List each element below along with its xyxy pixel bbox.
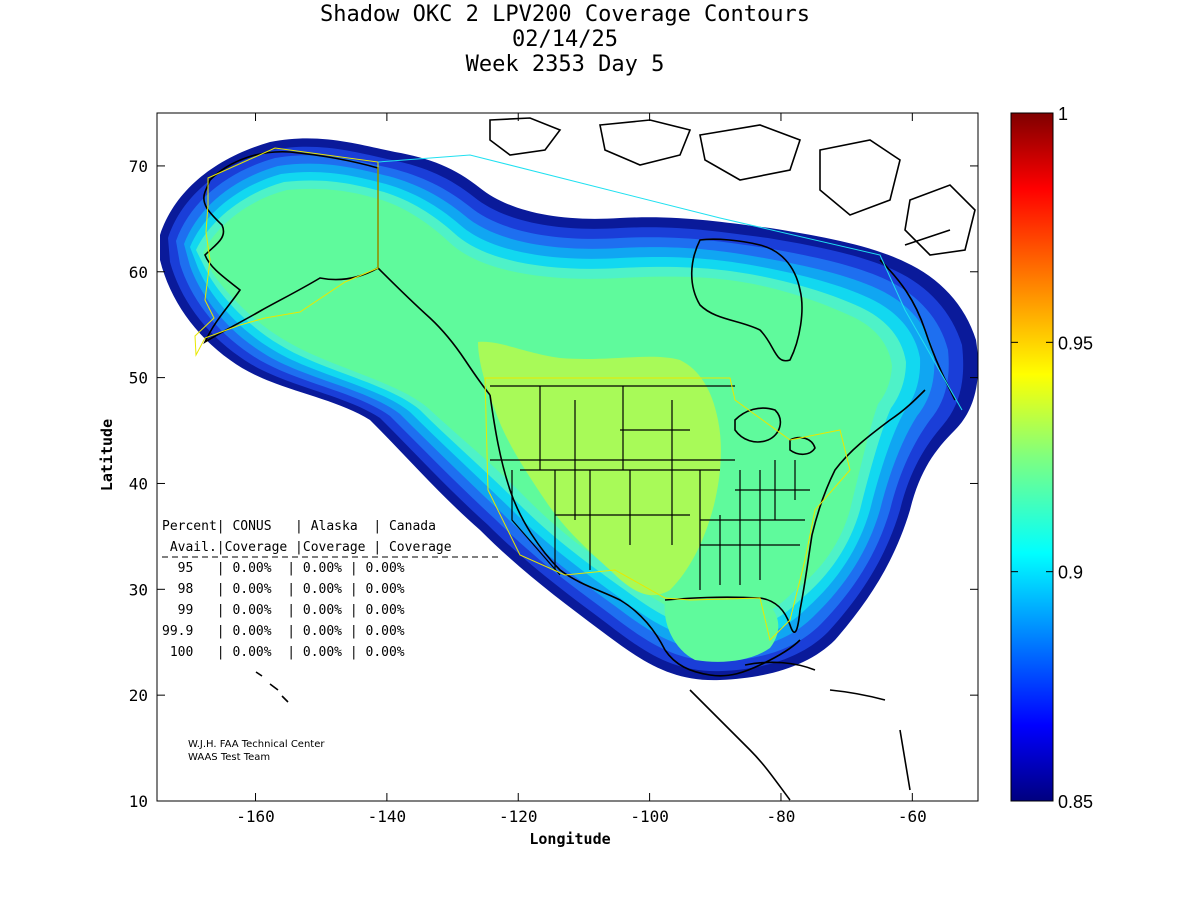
y-tick-label: 10 (129, 792, 148, 811)
y-tick-label: 60 (129, 263, 148, 282)
chart-date: 02/14/25 (512, 27, 618, 52)
y-tick-label: 30 (129, 580, 148, 599)
state-borders (490, 385, 810, 590)
y-axis-label: Latitude (98, 419, 116, 491)
credit-line-1: W.J.H. FAA Technical Center (188, 739, 325, 750)
colorbar-tick-label: 0.95 (1058, 333, 1093, 353)
x-axis: -160 -140 -120 -100 -80 -60 (236, 113, 927, 826)
service-area-outlines (194, 147, 963, 641)
arctic-islands (489, 117, 976, 256)
coverage-band-0.93-south (664, 597, 779, 662)
hawaii (255, 671, 289, 703)
table-row: 99.9 | 0.00% | 0.00% | 0.00% (162, 624, 405, 639)
canada-outline (377, 154, 963, 411)
colorbar-ticks: 0.85 0.9 0.95 1 (1011, 104, 1093, 812)
x-tick-label: -120 (499, 807, 538, 826)
coverage-table: Percent| CONUS | Alaska | Canada Avail.|… (162, 519, 498, 660)
table-row: 100 | 0.00% | 0.00% | 0.00% (162, 645, 405, 660)
x-tick-label: -140 (368, 807, 407, 826)
canada-west-coast (377, 267, 491, 396)
hudson-bay (690, 238, 803, 362)
table-row: 95 | 0.00% | 0.00% | 0.00% (162, 561, 405, 576)
table-header-2: Avail.|Coverage |Coverage | Coverage (162, 540, 452, 555)
coverage-band-0.93 (478, 341, 721, 596)
x-tick-label: -160 (236, 807, 275, 826)
y-tick-label: 50 (129, 369, 148, 388)
central-america (689, 689, 791, 801)
y-axis: 10 20 30 40 50 60 70 (129, 157, 978, 811)
conus-outline (484, 377, 851, 641)
colorbar-tick-label: 0.85 (1058, 792, 1093, 812)
alaska-outline (194, 147, 379, 357)
gulf-coast (664, 596, 801, 633)
y-tick-label: 20 (129, 686, 148, 705)
table-row: 98 | 0.00% | 0.00% | 0.00% (162, 582, 405, 597)
x-tick-label: -60 (898, 807, 927, 826)
x-tick-label: -100 (630, 807, 669, 826)
us-east-coast (799, 389, 926, 611)
chart-week-day: Week 2353 Day 5 (465, 52, 665, 77)
chart-title: Shadow OKC 2 LPV200 Coverage Contours (319, 2, 811, 27)
mexico-coast (664, 639, 801, 677)
x-axis-label: Longitude (529, 830, 610, 848)
x-tick-label: -80 (767, 807, 796, 826)
alaska-coast (203, 150, 379, 345)
colorbar (1010, 112, 1054, 802)
table-row: 99 | 0.00% | 0.00% | 0.00% (162, 603, 405, 618)
credit-line-2: WAAS Test Team (188, 752, 270, 763)
cuba-caribbean (744, 661, 911, 791)
colorbar-tick-label: 1 (1058, 104, 1068, 124)
y-tick-label: 40 (129, 474, 148, 493)
colorbar-tick-label: 0.9 (1058, 563, 1083, 583)
table-header-1: Percent| CONUS | Alaska | Canada (162, 519, 436, 534)
y-tick-label: 70 (129, 157, 148, 176)
plot-border (156, 112, 979, 802)
